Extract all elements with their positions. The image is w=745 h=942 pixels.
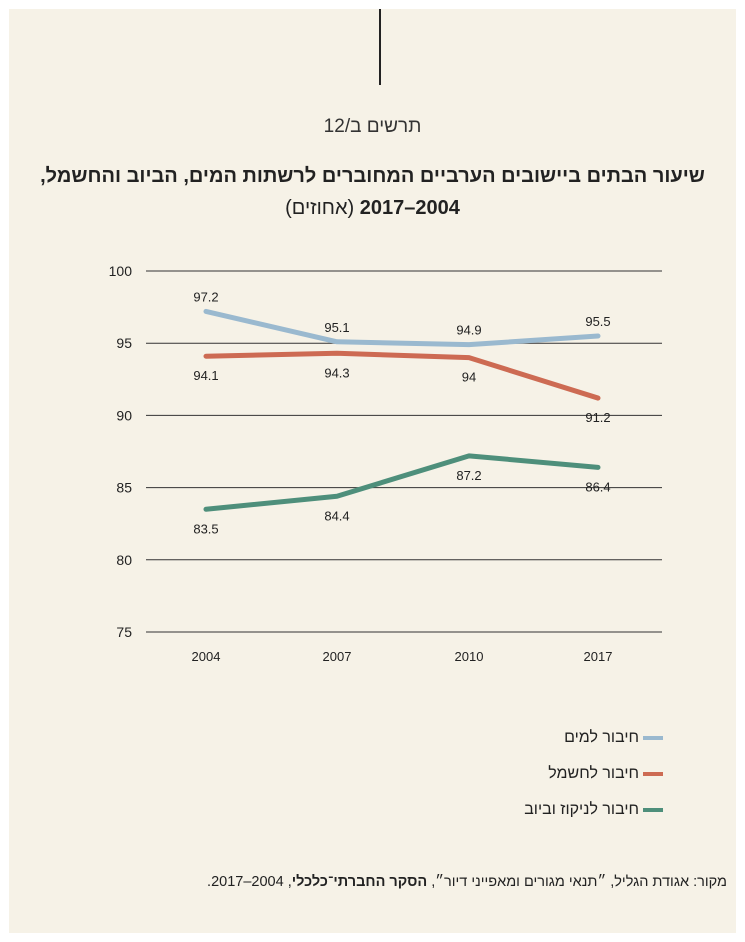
legend-item-water: חיבור למים	[524, 720, 663, 756]
chart-legend: חיבור למים חיבור לחשמל חיבור לניקוז וביו…	[524, 720, 663, 828]
chart-title-main: שיעור הבתים ביישובים הערביים המחוברים לר…	[40, 165, 705, 219]
legend-label-sewage: חיבור לניקוז וביוב	[524, 801, 639, 818]
y-tick-label: 80	[116, 552, 132, 568]
source-suffix: , 2004–2017.	[207, 874, 292, 890]
x-tick-label: 2004	[192, 649, 221, 664]
data-label: 94.1	[193, 368, 218, 383]
source-prefix: מקור: אגודת הגליל, ״תנאי מגורים ומאפייני…	[427, 874, 727, 890]
data-label: 94	[462, 370, 476, 385]
series-line-1	[203, 350, 601, 401]
chart-title: שיעור הבתים ביישובים הערביים המחוברים לר…	[40, 160, 705, 224]
legend-swatch-water	[643, 736, 663, 740]
x-tick-label: 2007	[323, 649, 352, 664]
legend-swatch-sewage	[643, 808, 663, 812]
data-label: 87.2	[456, 468, 481, 483]
data-label: 95.1	[324, 320, 349, 335]
figure-label: תרשים ב/12	[323, 116, 422, 137]
y-tick-label: 90	[116, 407, 132, 423]
legend-label-electricity: חיבור לחשמל	[548, 765, 639, 782]
x-tick-label: 2017	[584, 649, 613, 664]
y-tick-label: 100	[109, 263, 133, 279]
legend-item-sewage: חיבור לניקוז וביוב	[524, 792, 663, 828]
x-tick-label: 2010	[455, 649, 484, 664]
legend-label-water: חיבור למים	[564, 729, 639, 746]
data-label: 84.4	[324, 508, 349, 523]
source-bold: הסקר החברתי־כלכלי	[291, 874, 428, 890]
series-line-2	[203, 453, 601, 512]
series-line-0	[203, 308, 601, 348]
data-label: 86.4	[585, 479, 610, 494]
y-tick-label: 85	[116, 480, 132, 496]
data-label: 83.5	[193, 521, 218, 536]
source-note: מקור: אגודת הגליל, ״תנאי מגורים ומאפייני…	[20, 874, 727, 890]
chart-title-unit: (אחוזים)	[285, 197, 355, 219]
top-divider-line	[379, 9, 381, 85]
legend-swatch-electricity	[643, 772, 663, 776]
legend-item-electricity: חיבור לחשמל	[524, 756, 663, 792]
y-tick-label: 75	[116, 624, 132, 640]
data-label: 94.3	[324, 365, 349, 380]
data-label: 97.2	[193, 289, 218, 304]
y-tick-label: 95	[116, 335, 132, 351]
data-label: 94.9	[456, 323, 481, 338]
data-label: 95.5	[585, 314, 610, 329]
figure-panel	[9, 9, 736, 933]
data-label: 91.2	[585, 410, 610, 425]
